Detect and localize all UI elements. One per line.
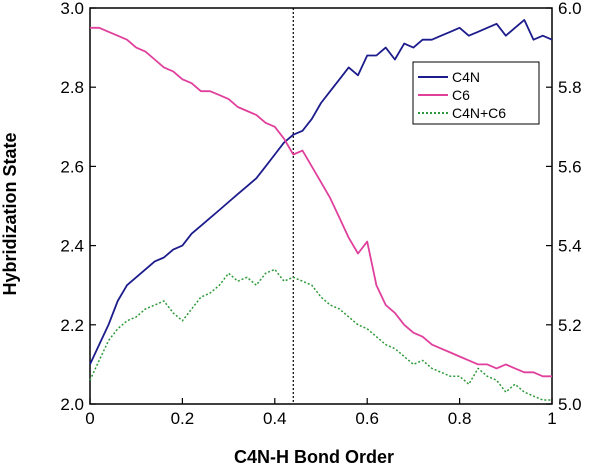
x-tick-label: 1 <box>547 409 556 428</box>
legend-label-c6: C6 <box>452 87 470 103</box>
series-layer <box>89 18 553 401</box>
series-line-c4n <box>89 18 553 365</box>
y2-tick-label: 5.4 <box>558 237 582 256</box>
legend-label-c4n: C4N <box>452 69 480 85</box>
x-tick-label: 0 <box>85 409 94 428</box>
legend-label-c4n-c6: C4N+C6 <box>452 105 506 121</box>
x-tick-label: 0.8 <box>448 409 472 428</box>
y-axis-title: Hybridization State <box>0 132 20 295</box>
y-tick-label: 2.0 <box>60 395 84 414</box>
y2-tick-label: 5.2 <box>558 316 582 335</box>
legend: C4N C6 C4N+C6 <box>412 61 540 125</box>
x-tick-label: 0.6 <box>355 409 379 428</box>
series-line-c6 <box>90 26 552 378</box>
series-line-c4n-c6 <box>89 268 552 401</box>
y-tick-label: 2.2 <box>60 316 84 335</box>
y2-tick-label: 5.0 <box>558 395 582 414</box>
plot-area-border <box>89 7 553 405</box>
x-axis-title: C4N-H Bond Order <box>234 447 394 467</box>
y-tick-label: 3.0 <box>60 0 84 18</box>
y-tick-label: 2.4 <box>60 237 84 256</box>
axes-layer: 0 0.2 0.4 0.6 0.8 1 2.0 2.2 2.4 2.6 2.8 3.0 5.0 5.2 5.… <box>60 0 581 428</box>
x-tick-label: 0.2 <box>171 409 195 428</box>
y2-tick-label: 6.0 <box>558 0 582 18</box>
y2-tick-label: 5.8 <box>558 78 582 97</box>
plot-frame <box>89 7 553 405</box>
y2-tick-label: 5.6 <box>558 157 582 176</box>
y-tick-label: 2.8 <box>60 78 84 97</box>
y-tick-label: 2.6 <box>60 157 84 176</box>
x-tick-label: 0.4 <box>263 409 287 428</box>
